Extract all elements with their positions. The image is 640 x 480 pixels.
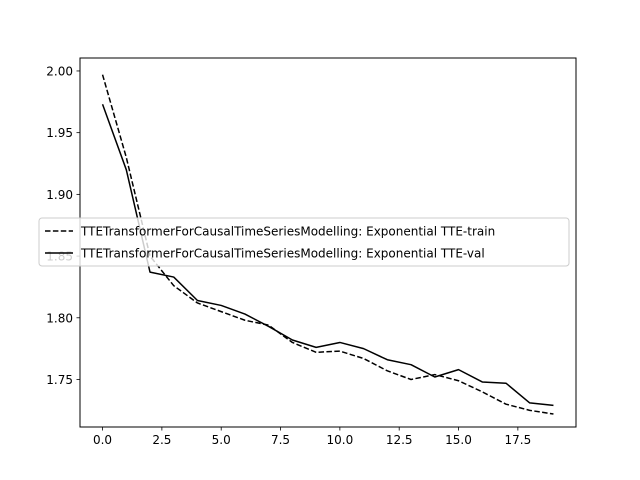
y-tick-label: 1.95 — [46, 126, 73, 140]
x-tick-label: 5.0 — [212, 433, 231, 447]
x-tick-label: 2.5 — [152, 433, 171, 447]
y-tick-label: 1.90 — [46, 188, 73, 202]
x-tick-label: 17.5 — [504, 433, 531, 447]
legend-label-val: TTETransformerForCausalTimeSeriesModelli… — [80, 247, 485, 261]
legend: TTETransformerForCausalTimeSeriesModelli… — [38, 217, 570, 267]
x-tick-label: 7.5 — [271, 433, 290, 447]
x-tick-label: 10.0 — [327, 433, 354, 447]
y-tick-label: 1.75 — [46, 373, 73, 387]
axis-ticks: 0.02.55.07.510.012.515.017.51.751.801.85… — [46, 64, 531, 447]
x-tick-label: 15.0 — [445, 433, 472, 447]
x-tick-label: 0.0 — [93, 433, 112, 447]
legend-label-train: TTETransformerForCausalTimeSeriesModelli… — [80, 225, 495, 239]
y-tick-label: 2.00 — [46, 64, 73, 78]
x-tick-label: 12.5 — [386, 433, 413, 447]
y-tick-label: 1.80 — [46, 311, 73, 325]
series-line-train — [101, 74, 554, 415]
legend-box — [38, 217, 570, 267]
plot-area — [101, 74, 554, 415]
series-line-val — [101, 104, 554, 407]
